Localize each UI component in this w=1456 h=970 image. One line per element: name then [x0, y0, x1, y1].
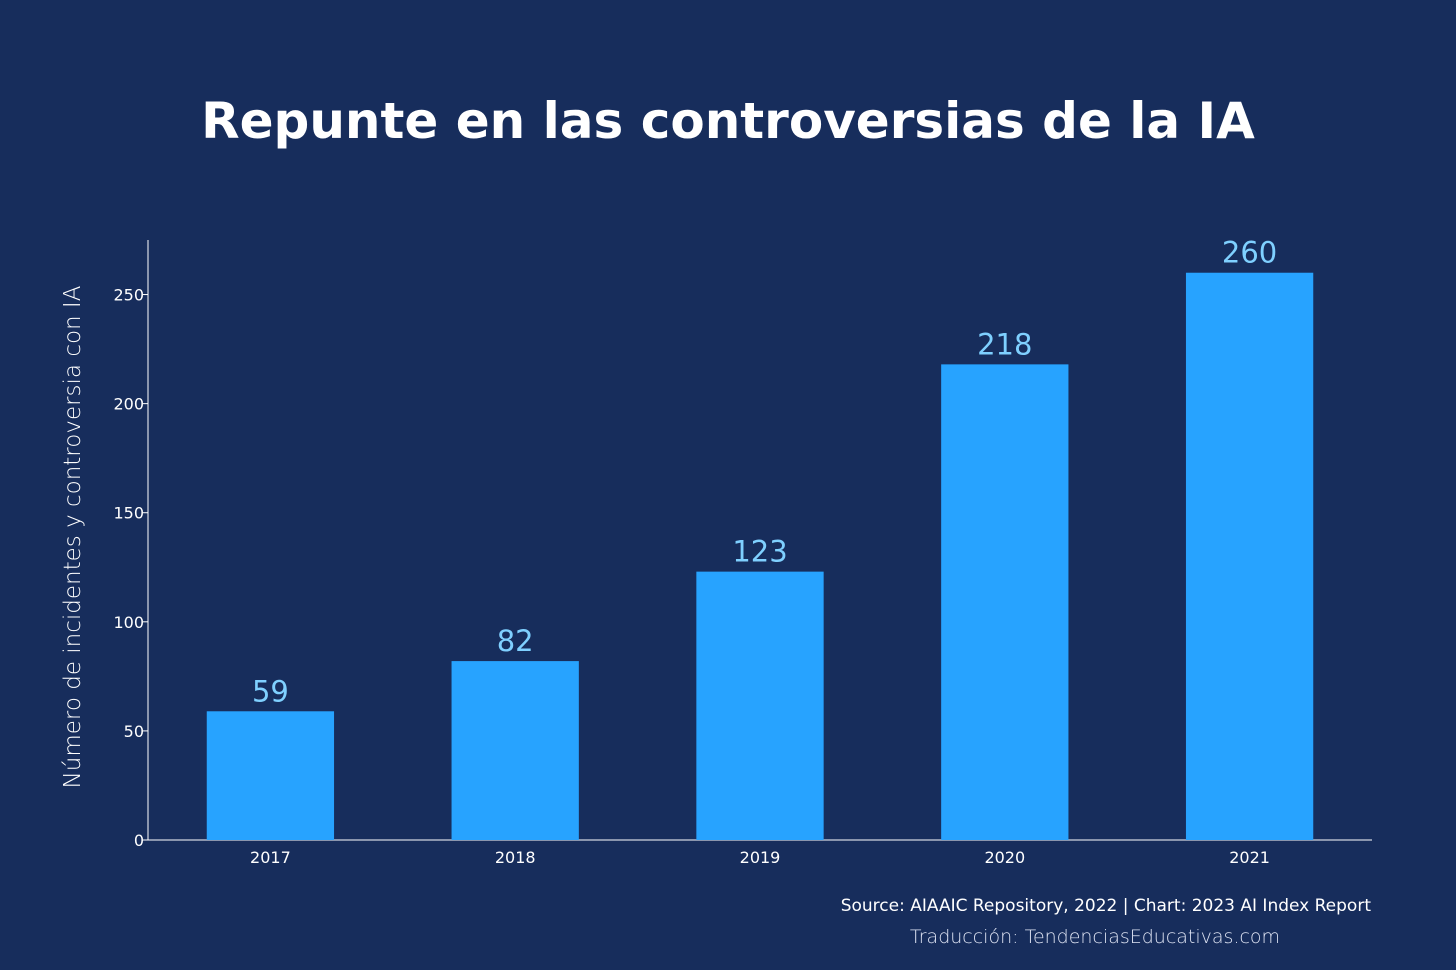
- y-axis-ticks: 0 50 100 150 200 250: [113, 286, 148, 850]
- y-tick-label: 0: [134, 831, 144, 850]
- value-label-2019: 123: [732, 535, 787, 569]
- source-note: Source: AIAAIC Repository, 2022 | Chart:…: [840, 896, 1371, 916]
- y-tick-label: 50: [124, 722, 144, 741]
- y-tick-label: 250: [113, 286, 144, 305]
- y-tick-label: 200: [113, 395, 144, 414]
- chart-title: Repunte en las controversias de la IA: [201, 92, 1255, 150]
- value-label-2017: 59: [252, 674, 289, 708]
- x-tick-label-2021: 2021: [1229, 848, 1270, 867]
- x-tick-label-2020: 2020: [984, 848, 1025, 867]
- y-axis-title: Número de incidentes y controversia con …: [60, 286, 86, 789]
- x-tick-label-2017: 2017: [250, 848, 291, 867]
- bar-2017: [206, 711, 335, 840]
- bar-2021: [1185, 272, 1314, 840]
- x-axis-ticks: 2017 2018 2019 2020 2021: [250, 848, 1270, 867]
- bar-2019: [696, 571, 824, 840]
- value-label-2018: 82: [497, 624, 534, 658]
- x-tick-label-2018: 2018: [495, 848, 536, 867]
- y-tick-label: 100: [113, 613, 144, 632]
- translation-note: Traducción: TendenciasEducativas.com: [909, 926, 1281, 948]
- bar-2020: [941, 364, 1069, 840]
- y-tick-label: 150: [113, 504, 144, 523]
- x-tick-label-2019: 2019: [740, 848, 781, 867]
- bar-2018: [451, 661, 579, 840]
- bar-series: [206, 272, 1314, 840]
- value-label-2020: 218: [977, 327, 1032, 361]
- data-labels: 59 82 123 218 260: [252, 236, 1277, 709]
- value-label-2021: 260: [1222, 236, 1277, 270]
